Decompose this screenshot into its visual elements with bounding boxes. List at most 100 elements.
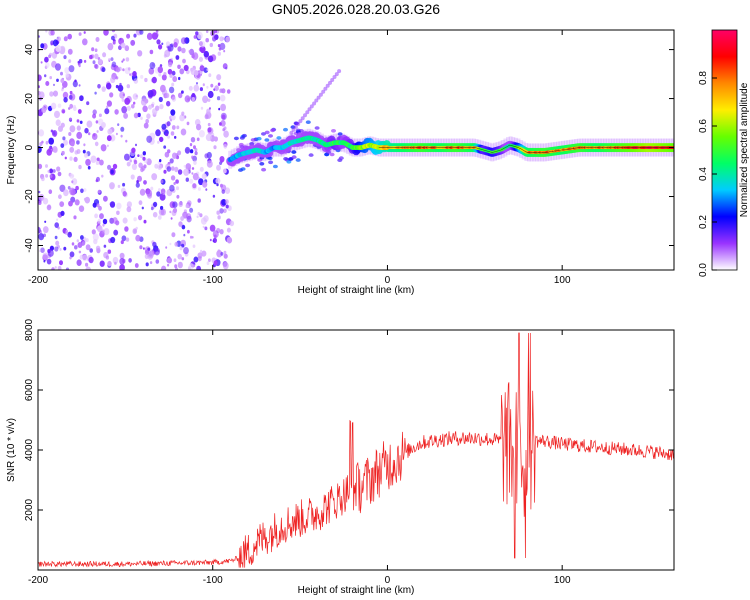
colorbar-tick-label: 0.0 bbox=[698, 263, 709, 277]
noise-blob bbox=[131, 163, 137, 171]
noise-blob bbox=[148, 104, 152, 110]
noise-blob bbox=[141, 206, 144, 210]
noise-blob bbox=[43, 259, 46, 263]
noise-blob bbox=[62, 136, 66, 141]
trace-streak bbox=[318, 92, 323, 97]
noise-blob bbox=[54, 222, 59, 229]
noise-blob bbox=[177, 261, 183, 269]
noise-blob bbox=[163, 72, 166, 76]
noise-blob bbox=[178, 221, 183, 227]
noise-blob bbox=[114, 109, 119, 115]
noise-blob bbox=[201, 250, 207, 257]
noise-blob bbox=[85, 238, 89, 243]
noise-blob bbox=[216, 96, 221, 101]
spectrogram-x-axis-label: Height of straight line (km) bbox=[298, 285, 415, 296]
noise-blob bbox=[107, 249, 112, 254]
noise-blob bbox=[109, 201, 116, 208]
trace-streak bbox=[334, 72, 339, 77]
noise-blob bbox=[145, 262, 149, 267]
noise-blob bbox=[116, 202, 122, 210]
noise-blob bbox=[165, 92, 170, 99]
noise-blob bbox=[112, 217, 118, 224]
noise-blob bbox=[92, 202, 97, 208]
noise-blob bbox=[218, 107, 221, 111]
noise-blob bbox=[161, 123, 167, 130]
noise-blob bbox=[57, 265, 62, 270]
noise-blob bbox=[206, 160, 213, 168]
noise-blob bbox=[198, 56, 203, 62]
noise-blob bbox=[181, 90, 184, 94]
noise-blob bbox=[61, 108, 66, 114]
noise-blob bbox=[181, 224, 186, 230]
noise-blob bbox=[38, 194, 45, 201]
noise-blob bbox=[156, 191, 161, 197]
noise-blob bbox=[183, 64, 189, 72]
noise-blob bbox=[206, 108, 211, 114]
noise-blob bbox=[193, 84, 200, 92]
noise-blob bbox=[161, 42, 164, 46]
noise-blob bbox=[216, 74, 222, 81]
noise-blob bbox=[106, 105, 109, 109]
noise-blob bbox=[63, 189, 69, 197]
noise-blob bbox=[151, 173, 158, 181]
noise-blob bbox=[157, 164, 162, 170]
noise-blob bbox=[69, 189, 72, 193]
noise-blob bbox=[185, 177, 189, 182]
noise-blob bbox=[89, 54, 93, 60]
noise-blob bbox=[103, 30, 109, 36]
noise-blob bbox=[83, 143, 86, 147]
noise-blob bbox=[207, 127, 212, 133]
noise-blob bbox=[79, 120, 83, 125]
noise-blob bbox=[67, 48, 73, 55]
noise-blob bbox=[225, 204, 229, 209]
noise-blob bbox=[172, 152, 177, 159]
noise-blob bbox=[179, 246, 183, 251]
noise-blob bbox=[126, 33, 131, 39]
noise-blob bbox=[171, 232, 176, 238]
trace-sidelobe bbox=[241, 133, 247, 138]
noise-blob bbox=[59, 201, 65, 208]
noise-blob bbox=[156, 39, 161, 45]
noise-blob bbox=[54, 246, 59, 252]
noise-blob bbox=[155, 129, 161, 137]
noise-blob bbox=[193, 160, 197, 165]
noise-blob bbox=[44, 220, 47, 223]
noise-blob bbox=[103, 251, 109, 259]
trace-sidelobe bbox=[288, 157, 293, 161]
noise-blob bbox=[54, 266, 57, 269]
noise-blob bbox=[78, 205, 85, 212]
spectrogram-signal-trace bbox=[226, 69, 674, 172]
noise-blob bbox=[107, 128, 113, 135]
noise-blob bbox=[142, 247, 145, 250]
noise-blob bbox=[72, 80, 78, 88]
noise-blob bbox=[94, 141, 99, 147]
noise-blob bbox=[144, 249, 150, 255]
noise-blob bbox=[208, 258, 211, 263]
noise-blob bbox=[223, 130, 229, 138]
noise-blob bbox=[218, 47, 222, 51]
noise-blob bbox=[181, 257, 185, 261]
noise-blob bbox=[167, 163, 171, 167]
noise-blob bbox=[69, 117, 72, 121]
noise-blob bbox=[87, 165, 91, 170]
trace-streak bbox=[325, 83, 330, 88]
noise-blob bbox=[56, 36, 61, 42]
noise-blob bbox=[205, 38, 209, 43]
noise-blob bbox=[45, 164, 48, 168]
noise-blob bbox=[159, 159, 162, 163]
noise-blob bbox=[86, 120, 93, 128]
noise-blob bbox=[177, 169, 183, 175]
noise-blob bbox=[119, 91, 125, 99]
noise-blob bbox=[180, 128, 187, 136]
noise-blob bbox=[101, 229, 105, 234]
noise-blob bbox=[204, 226, 208, 231]
noise-blob bbox=[219, 94, 226, 102]
noise-blob bbox=[133, 78, 139, 84]
noise-blob bbox=[199, 166, 204, 172]
trace-sidelobe bbox=[240, 167, 246, 171]
noise-blob bbox=[185, 204, 189, 209]
noise-blob bbox=[133, 229, 137, 233]
noise-blob bbox=[183, 168, 190, 176]
noise-blob bbox=[187, 229, 190, 234]
